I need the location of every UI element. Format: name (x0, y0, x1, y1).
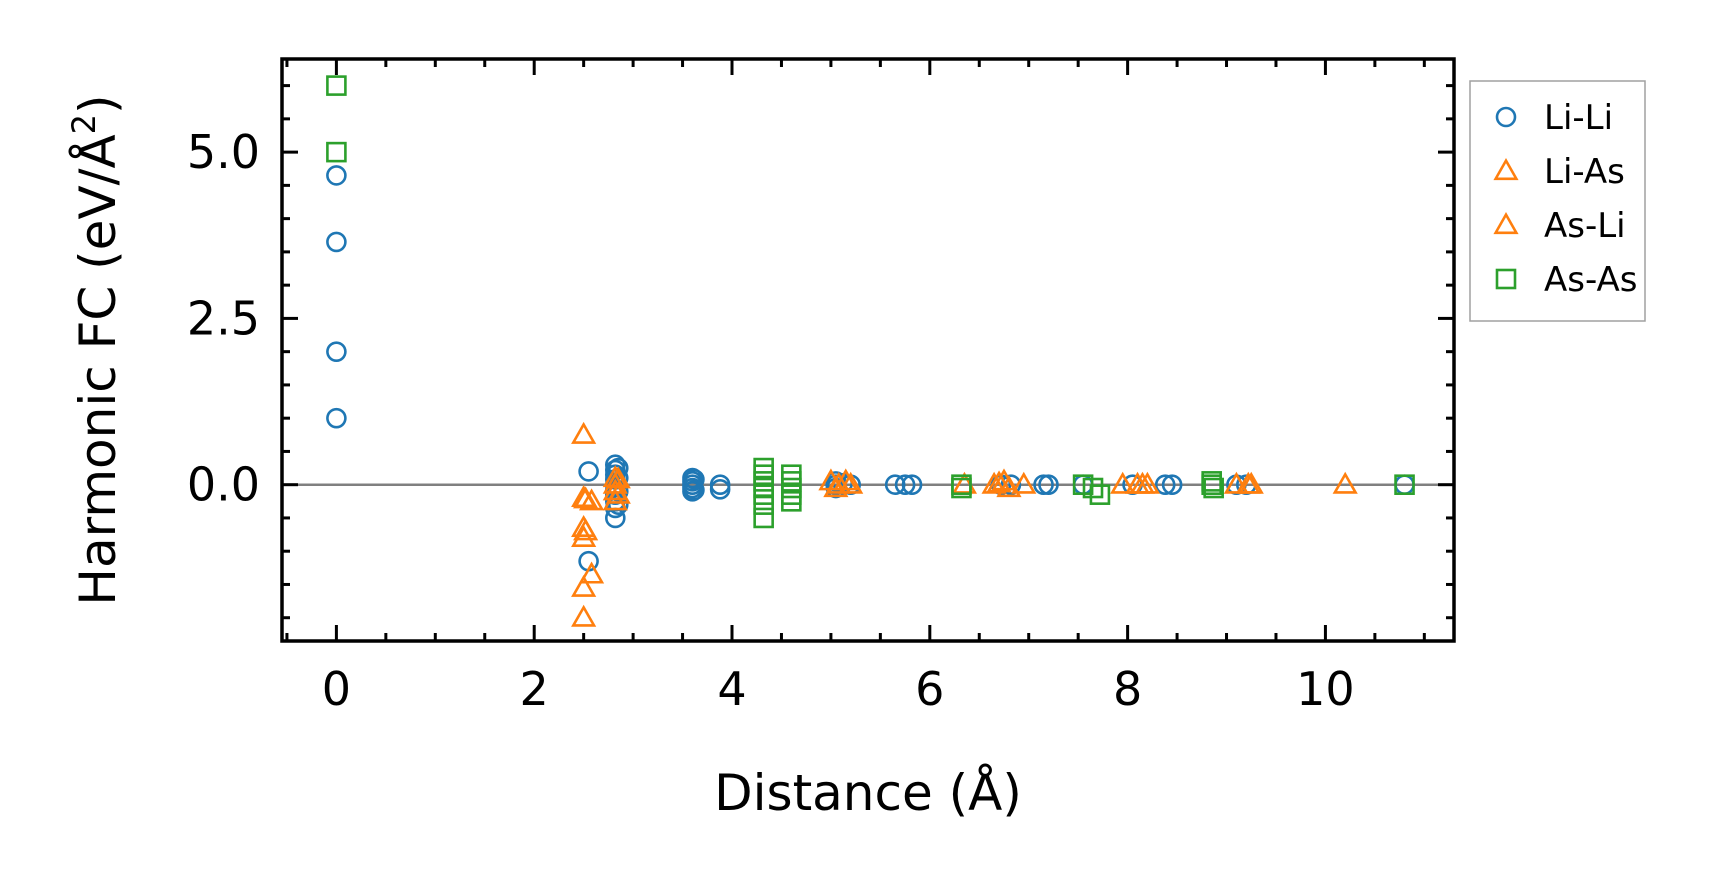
data-point (326, 75, 347, 96)
data-point (826, 471, 852, 494)
x-axis-label: Distance (Å) (714, 764, 1022, 822)
data-point (901, 474, 923, 495)
data-point (1223, 471, 1250, 494)
data-point (571, 524, 597, 547)
data-points (326, 75, 1415, 627)
y-axis-label-close: ) (69, 94, 127, 114)
data-point (753, 507, 774, 529)
data-point (1038, 474, 1059, 495)
data-point (781, 477, 802, 499)
data-point (1154, 474, 1176, 495)
y-tick-label: 0.0 (187, 458, 260, 512)
y-axis-label-superscript: 2 (65, 114, 103, 134)
legend-label: As-As (1544, 260, 1637, 300)
data-point (571, 421, 597, 444)
data-point (326, 231, 347, 253)
data-point (326, 141, 347, 163)
data-point (981, 471, 1007, 494)
data-point (1235, 471, 1261, 494)
y-axis-label-main: Harmonic FC (eV/Å (69, 134, 127, 605)
data-point (1201, 471, 1222, 492)
x-tick-labels: 0 2 4 6 8 10 (322, 662, 1355, 716)
data-point (1161, 474, 1183, 495)
data-point (578, 561, 605, 584)
data-point (684, 479, 705, 501)
data-point (753, 477, 774, 499)
plot-frame (280, 57, 1456, 643)
data-point (1089, 484, 1111, 505)
data-point (573, 486, 599, 509)
x-tick-label: 10 (1296, 662, 1355, 716)
data-point (781, 491, 802, 512)
data-point (1394, 474, 1415, 495)
legend-marker (1495, 268, 1517, 290)
data-point (326, 165, 347, 186)
series-li-as (571, 421, 1358, 627)
legend-label: Li-Li (1544, 98, 1613, 138)
data-point (1011, 471, 1037, 494)
axis-ticks (282, 59, 1454, 641)
y-tick-label: 2.5 (187, 291, 260, 345)
legend-marker (1493, 212, 1519, 235)
data-point (753, 471, 774, 492)
data-point (838, 471, 864, 494)
data-point (684, 469, 705, 490)
series-as-li (573, 466, 1261, 541)
data-point (605, 466, 631, 489)
data-point (753, 494, 774, 515)
data-point (833, 468, 859, 491)
data-point (951, 477, 972, 499)
series-as-as (326, 75, 1415, 529)
data-point (709, 479, 731, 500)
data-point (781, 464, 802, 486)
data-point (1110, 471, 1136, 494)
legend-label: Li-As (1544, 152, 1625, 192)
data-point (605, 481, 631, 504)
data-point (578, 488, 605, 511)
series-li-li (326, 165, 1415, 572)
legend-item: Li-Li (1495, 98, 1613, 138)
data-point (1129, 471, 1156, 494)
data-point (578, 461, 599, 482)
x-tick-label: 8 (1113, 662, 1142, 716)
data-point (1000, 474, 1022, 495)
y-tick-labels: 0.0 2.5 5.0 (187, 125, 260, 512)
legend-marker (1495, 106, 1517, 128)
legend-marker (1493, 158, 1519, 181)
y-tick-label: 5.0 (187, 125, 260, 179)
data-point (573, 518, 599, 541)
legend: Li-Li Li-As As-Li As-As (1469, 80, 1646, 322)
data-point (894, 474, 916, 495)
x-tick-label: 2 (520, 662, 549, 716)
data-point (326, 341, 347, 362)
legend-item: As-Li (1493, 206, 1626, 246)
x-tick-label: 4 (717, 662, 746, 716)
data-point (996, 475, 1022, 498)
data-point (571, 574, 597, 597)
data-point (326, 407, 347, 429)
y-axis-label: Harmonic FC (eV/Å2) (65, 94, 127, 605)
data-point (602, 465, 628, 488)
data-point (1332, 471, 1358, 494)
data-point (986, 470, 1012, 493)
x-tick-label: 0 (322, 662, 351, 716)
data-point (753, 464, 774, 486)
legend-item: As-As (1495, 260, 1637, 300)
data-point (1203, 477, 1224, 499)
data-point (781, 484, 802, 505)
data-point (781, 471, 802, 492)
data-point (753, 457, 774, 479)
legend-item: Li-As (1493, 152, 1625, 192)
data-point (1082, 477, 1104, 499)
data-point (571, 604, 597, 627)
legend-label: As-Li (1544, 206, 1626, 246)
x-tick-label: 6 (915, 662, 944, 716)
